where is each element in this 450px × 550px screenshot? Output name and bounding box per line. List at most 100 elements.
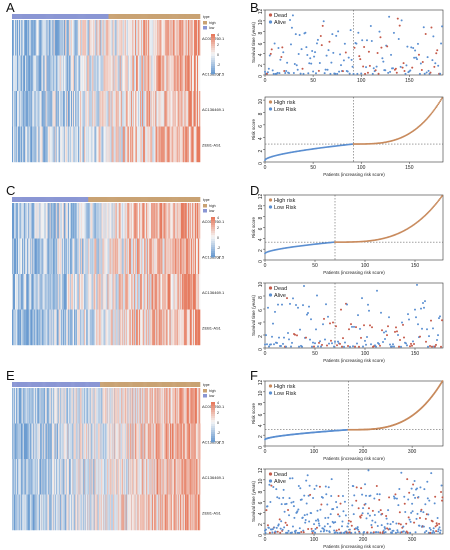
heatmap-cell xyxy=(120,494,122,531)
heatmap-cell xyxy=(190,203,193,239)
heatmap-cell xyxy=(111,423,113,460)
heatmap-cell xyxy=(69,238,72,275)
alive-point xyxy=(309,338,311,341)
dead-point xyxy=(440,345,442,348)
heatmap-cell xyxy=(138,494,140,531)
heatmap-cell xyxy=(196,494,198,531)
heatmap-cell xyxy=(190,423,191,460)
type-bar-cell xyxy=(124,197,127,202)
type-bar-cell xyxy=(70,14,73,19)
heatmap-cell xyxy=(111,309,113,346)
type-bar-cell xyxy=(133,14,136,19)
heatmap-cell xyxy=(160,459,161,495)
heatmap-cell xyxy=(169,20,171,56)
heatmap-cell xyxy=(53,494,55,531)
type-bar-cell xyxy=(82,382,84,387)
heatmap-cell xyxy=(193,274,196,310)
type-bar-cell xyxy=(65,14,68,19)
heatmap-cell xyxy=(144,388,145,424)
heatmap-cell xyxy=(94,91,96,127)
heatmap-cell xyxy=(181,238,184,275)
heatmap-cell xyxy=(113,388,115,424)
type-bar-cell xyxy=(126,382,128,387)
heatmap-cell xyxy=(30,238,32,275)
type-bar-cell xyxy=(186,14,189,19)
heatmap-cell xyxy=(105,388,107,424)
heatmap-cell xyxy=(48,423,50,460)
type-bar-cell xyxy=(138,14,140,19)
alive-point xyxy=(265,334,267,337)
heatmap-cell xyxy=(168,20,170,56)
heatmap-cell xyxy=(114,494,116,531)
heatmap-cell xyxy=(181,91,184,127)
x-tick-label: 0 xyxy=(264,449,267,455)
heatmap-cell xyxy=(140,388,142,424)
heatmap-cell xyxy=(178,203,180,239)
heatmap-cell xyxy=(89,203,91,239)
heatmap-cell xyxy=(57,459,59,495)
heatmap-cell xyxy=(187,388,188,424)
heatmap-cell xyxy=(32,55,34,92)
heatmap-cell xyxy=(81,274,83,310)
type-bar-cell xyxy=(174,382,175,387)
heatmap-cell xyxy=(72,459,74,495)
heatmap-cell xyxy=(69,494,71,531)
heatmap-cell xyxy=(159,55,161,92)
heatmap-cell xyxy=(160,91,162,127)
risk-point xyxy=(438,101,441,104)
heatmap-cell xyxy=(12,388,14,424)
heatmap-cell xyxy=(125,126,128,163)
heatmap-cell xyxy=(91,274,93,310)
heatmap-cell xyxy=(183,91,186,127)
heatmap-cell xyxy=(50,91,52,127)
heatmap-cell xyxy=(45,309,47,346)
type-bar-cell xyxy=(83,382,85,387)
heatmap-cell xyxy=(73,494,75,531)
type-bar-cell xyxy=(27,14,29,19)
heatmap-cell xyxy=(87,126,89,163)
alive-point xyxy=(267,67,270,70)
heatmap-cell xyxy=(33,494,35,531)
heatmap-cell xyxy=(116,274,118,310)
alive-point xyxy=(332,51,335,54)
heatmap-cell xyxy=(176,274,178,310)
heatmap-cell xyxy=(52,388,54,424)
type-bar-cell xyxy=(143,197,145,202)
heatmap-cell xyxy=(141,459,143,495)
type-bar-cell xyxy=(25,382,27,387)
heatmap-cell xyxy=(194,238,197,275)
heatmap-cell xyxy=(184,388,186,424)
type-bar-cell xyxy=(112,382,114,387)
heatmap-cell xyxy=(186,459,187,495)
heatmap-cell xyxy=(40,91,42,127)
heatmap-cell xyxy=(107,388,109,424)
heatmap-cell xyxy=(128,423,129,460)
heatmap-cell xyxy=(43,459,45,495)
dead-point xyxy=(419,335,421,338)
heatmap-cell xyxy=(29,126,31,163)
type-bar-cell xyxy=(162,382,164,387)
type-bar-cell xyxy=(78,382,80,387)
heatmap-cell xyxy=(55,238,58,275)
heatmap-cell xyxy=(66,459,68,495)
heatmap-cell xyxy=(73,459,75,495)
heatmap-cell xyxy=(146,274,148,310)
type-bar-cell xyxy=(74,382,75,387)
heatmap-cell xyxy=(49,494,51,531)
heatmap-cell xyxy=(26,459,28,495)
heatmap-cell xyxy=(31,126,33,163)
heatmap-cell xyxy=(189,423,190,460)
heatmap-cell xyxy=(88,274,90,310)
heatmap-cell xyxy=(180,55,183,92)
heatmap-cell xyxy=(38,91,40,127)
heatmap-cell xyxy=(103,423,105,460)
y-tick-label: 12 xyxy=(258,194,264,200)
type-bar-cell xyxy=(144,382,146,387)
heatmap-cell xyxy=(112,423,114,460)
heatmap-cell xyxy=(37,388,39,424)
heatmap-cell xyxy=(22,309,24,346)
heatmap-cell xyxy=(154,126,156,163)
heatmap-cell xyxy=(29,423,30,460)
heatmap-cell xyxy=(162,20,164,56)
dead-point xyxy=(283,69,286,72)
